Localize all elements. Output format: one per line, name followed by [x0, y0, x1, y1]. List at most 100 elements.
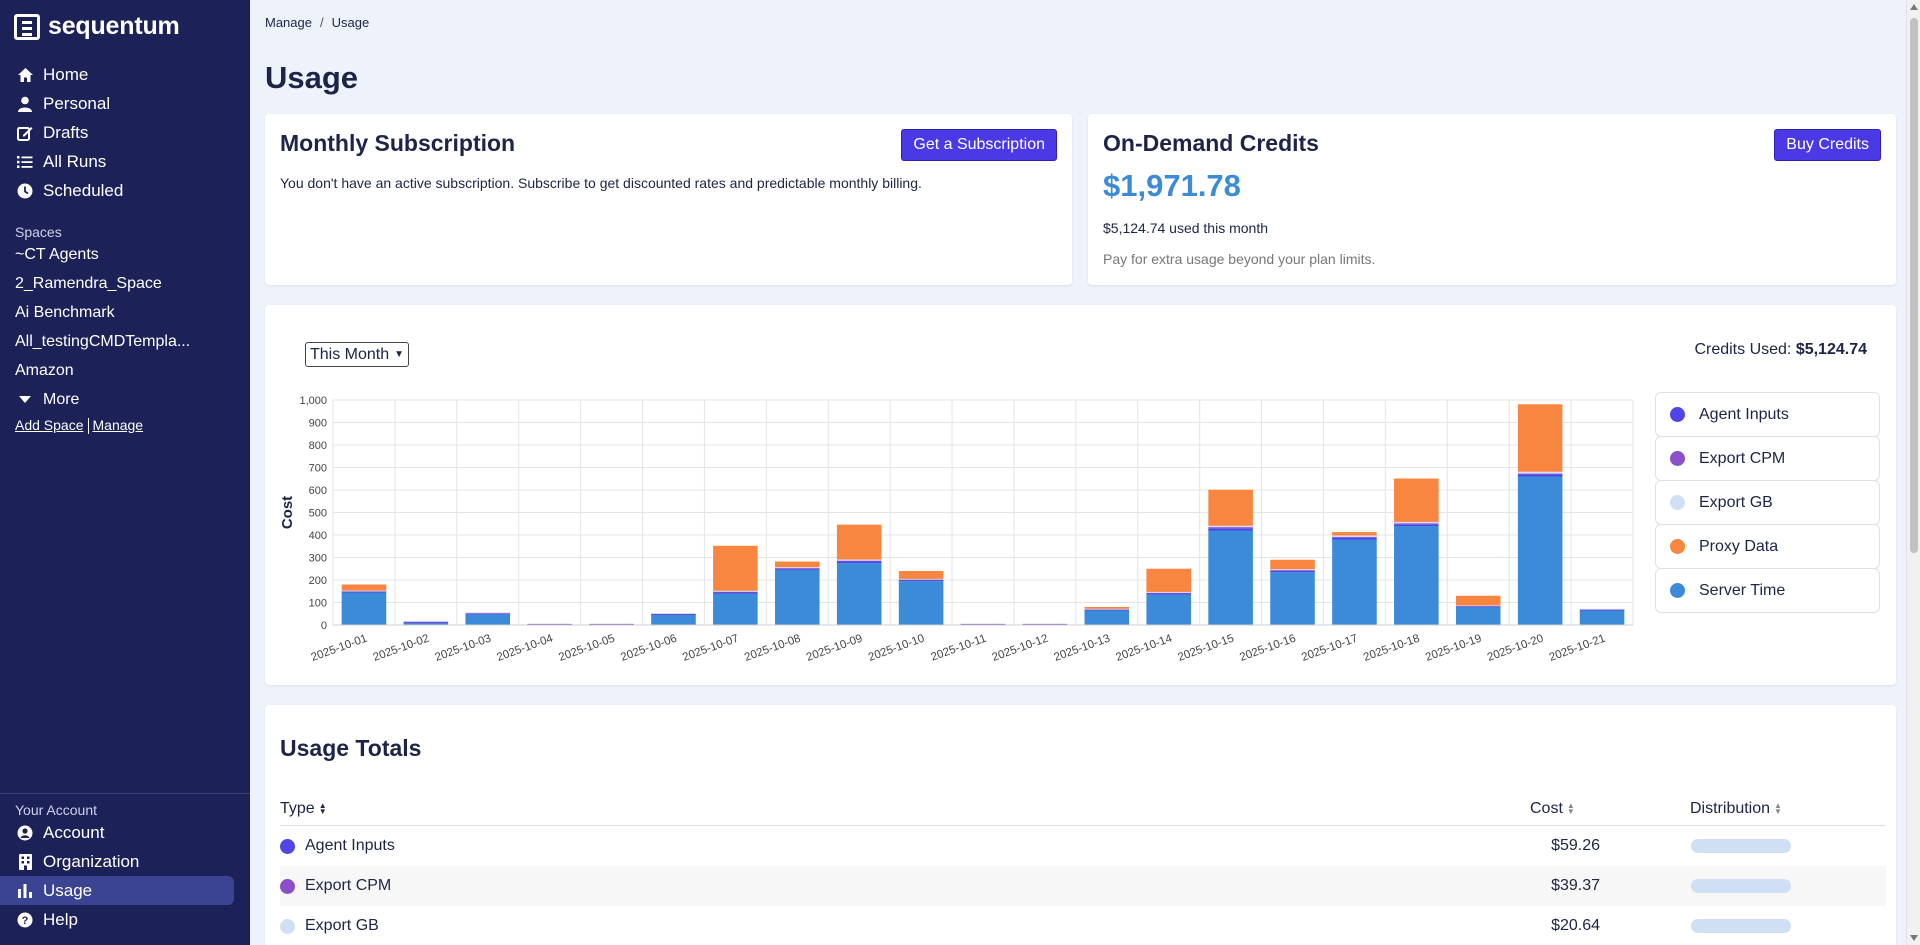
bar-segment-export-cpm: [589, 623, 634, 625]
more-spaces-toggle[interactable]: More: [0, 385, 250, 414]
row-type: Agent Inputs: [305, 837, 395, 854]
usage-bar-chart: 0 100 200 300 400 500 600 700 800 900 1,000 Cost 202…: [279, 395, 1634, 664]
credits-card: On-Demand Credits Buy Credits $1,971.78 …: [1088, 114, 1896, 285]
scroll-down-arrow-icon[interactable]: [1910, 935, 1918, 941]
credits-balance: $1,971.78: [1103, 168, 1241, 203]
space-item[interactable]: 2_Ramendra_Space: [15, 274, 162, 292]
sort-icon: ▲ ▼: [1566, 801, 1575, 816]
type-header[interactable]: Type ▲ ▼: [280, 800, 327, 818]
space-item[interactable]: All_testingCMDTempla...: [15, 332, 191, 350]
legend-item-export-gb[interactable]: Export GB: [1655, 480, 1880, 525]
bar-segment-export-cpm: [960, 623, 1006, 625]
scroll-thumb[interactable]: [1910, 18, 1918, 553]
nav-account-label: Account: [43, 822, 105, 842]
table-row[interactable]: Agent Inputs $59.26: [280, 826, 1886, 866]
spaces-label: Spaces: [15, 224, 62, 240]
bar-segment-export-cpm: [1517, 473, 1563, 475]
nav-all-runs-label: All Runs: [43, 151, 107, 171]
bar-segment-server-time: [898, 581, 944, 625]
legend-color-dot: [1670, 539, 1685, 554]
nav-drafts[interactable]: Drafts: [0, 118, 250, 147]
y-tick-label: 700: [309, 463, 327, 475]
space-item[interactable]: ~CT Agents: [15, 245, 99, 263]
x-tick-label: 2025-10-03: [433, 633, 492, 664]
nav-usage[interactable]: Usage: [0, 876, 234, 905]
breadcrumb-separator: /: [319, 15, 324, 30]
bar-segment-proxy-data: [775, 561, 820, 568]
sort-icon: ▲ ▼: [318, 801, 327, 816]
list-icon: [15, 155, 35, 169]
distribution-header[interactable]: Distribution ▲ ▼: [1690, 800, 1782, 818]
nav-organization[interactable]: Organization: [0, 847, 250, 876]
cost-header[interactable]: Cost ▲ ▼: [1530, 800, 1575, 818]
x-tick-label: 2025-10-15: [1176, 633, 1235, 664]
legend-color-dot: [1670, 407, 1685, 422]
bar-segment-server-time: [713, 593, 758, 625]
bar-segment-proxy-data: [1270, 559, 1315, 570]
bar-segment-export-gb: [1084, 608, 1130, 610]
y-axis-label: Cost: [279, 496, 296, 529]
scroll-up-arrow-icon[interactable]: [1910, 4, 1918, 10]
logo-text: sequentum: [48, 12, 180, 40]
nav-personal[interactable]: Personal: [0, 89, 250, 118]
type-color-dot: [280, 838, 295, 854]
bar-segment-export-cpm: [1022, 623, 1068, 625]
nav-help[interactable]: ? Help: [0, 905, 250, 934]
building-icon: [15, 853, 35, 870]
logo[interactable]: sequentum: [14, 12, 180, 41]
sort-icon: ▲ ▼: [1774, 801, 1782, 816]
breadcrumb-manage[interactable]: Manage: [265, 15, 312, 30]
manage-spaces-link[interactable]: Manage: [92, 417, 144, 433]
nav-account[interactable]: Account: [0, 818, 250, 847]
account-nav: Account Organization Usage ? Help: [0, 818, 250, 934]
space-item[interactable]: Ai Benchmark: [15, 303, 115, 321]
table-row[interactable]: Export GB $20.64: [280, 906, 1886, 945]
space-item[interactable]: Amazon: [15, 361, 74, 379]
row-cost: $39.37: [1551, 877, 1600, 894]
distribution-header-label: Distribution: [1690, 800, 1771, 817]
y-tick-label: 900: [309, 418, 327, 430]
credits-note: Pay for extra usage beyond your plan lim…: [1103, 251, 1376, 267]
page-title: Usage: [265, 60, 359, 95]
nav-scheduled[interactable]: Scheduled: [0, 176, 250, 205]
bar-segment-export-cpm: [1579, 609, 1625, 611]
bar-segment-server-time: [775, 569, 820, 625]
bar-segment-agent-inputs: [465, 613, 511, 615]
logo-icon: [14, 13, 40, 40]
legend-item-export-cpm[interactable]: Export CPM: [1655, 436, 1880, 481]
edit-icon: [15, 125, 35, 141]
row-type: Export GB: [305, 917, 379, 934]
bar-segment-export-cpm: [898, 579, 944, 581]
bar-segment-agent-inputs: [1332, 537, 1377, 540]
buy-credits-button[interactable]: Buy Credits: [1774, 129, 1881, 161]
x-tick-label: 2025-10-07: [681, 633, 740, 664]
x-tick-label: 2025-10-20: [1486, 633, 1545, 664]
legend-item-proxy-data[interactable]: Proxy Data: [1655, 524, 1880, 569]
page-scrollbar[interactable]: [1906, 0, 1920, 945]
bar-segment-server-time: [341, 592, 387, 625]
legend-item-agent-inputs[interactable]: Agent Inputs: [1655, 392, 1880, 437]
bar-segment-export-cpm: [341, 591, 387, 593]
x-tick-label: 2025-10-11: [929, 633, 988, 664]
bar-segment-agent-inputs: [1146, 593, 1191, 595]
nav-home[interactable]: Home: [0, 60, 250, 89]
bar-segment-export-cpm: [527, 623, 572, 625]
bar-segment-agent-inputs: [775, 568, 820, 570]
bar-segment-export-cpm: [651, 613, 696, 615]
legend-label: Server Time: [1699, 581, 1786, 599]
x-tick-label: 2025-10-17: [1300, 633, 1359, 664]
add-space-link[interactable]: Add Space: [15, 417, 84, 433]
subscription-card: Monthly Subscription Get a Subscription …: [265, 114, 1072, 285]
bar-segment-agent-inputs: [1084, 609, 1130, 611]
legend-label: Export GB: [1699, 493, 1773, 511]
bar-segment-export-cpm: [1270, 570, 1315, 571]
bar-segment-agent-inputs: [651, 614, 696, 615]
breadcrumb-current: Usage: [331, 15, 370, 30]
period-select[interactable]: This Month ▼: [305, 342, 409, 367]
table-row[interactable]: Export CPM $39.37: [280, 866, 1886, 906]
your-account-label: Your Account: [15, 802, 97, 818]
nav-all-runs[interactable]: All Runs: [0, 147, 250, 176]
legend-item-server-time[interactable]: Server Time: [1655, 568, 1880, 613]
bar-segment-agent-inputs: [341, 591, 387, 593]
get-subscription-button[interactable]: Get a Subscription: [901, 129, 1057, 161]
